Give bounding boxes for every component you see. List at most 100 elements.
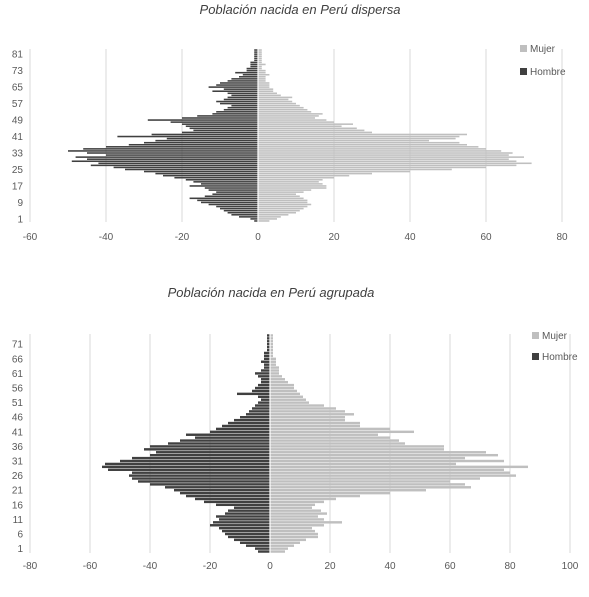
bar-hombre: [210, 430, 270, 434]
bar-hombre: [227, 92, 258, 95]
bar-mujer: [270, 334, 273, 337]
bar-hombre: [156, 451, 270, 454]
x-tick-label: -20: [203, 561, 218, 572]
bar-hombre: [132, 477, 270, 480]
bar-mujer: [258, 211, 296, 214]
bar-hombre: [182, 117, 258, 119]
bar-hombre: [213, 521, 270, 524]
y-tick-label: 11: [13, 515, 24, 526]
y-tick-label: 17: [12, 181, 24, 192]
y-tick-label: 36: [12, 442, 24, 453]
bar-hombre: [220, 207, 258, 210]
bar-mujer: [270, 489, 426, 492]
bar-mujer: [258, 141, 460, 144]
bar-hombre: [227, 106, 258, 109]
bar-hombre: [174, 176, 258, 179]
bar-hombre: [267, 337, 270, 340]
bar-hombre: [150, 445, 270, 448]
bar-mujer: [270, 500, 324, 504]
x-tick-label: -40: [143, 561, 158, 572]
bar-hombre: [210, 524, 270, 527]
bar-mujer: [270, 436, 390, 439]
bar-mujer: [270, 453, 498, 457]
bar-hombre: [227, 96, 258, 99]
bar-hombre: [250, 61, 258, 64]
x-tick-labels: -80 -60 -40 -20 0 20 40 60 80 100: [23, 561, 579, 572]
x-tick-label: 0: [255, 232, 261, 243]
bar-mujer: [258, 214, 289, 216]
bar-hombre: [201, 183, 258, 185]
y-tick-label: 73: [12, 66, 24, 77]
x-tick-label: 100: [562, 561, 579, 572]
grid: [29, 334, 571, 553]
bar-mujer: [258, 209, 300, 212]
bar-hombre: [182, 131, 258, 134]
bar-hombre: [227, 80, 258, 82]
bar-hombre: [240, 541, 270, 544]
bar-hombre: [254, 55, 258, 57]
bar-hombre: [261, 380, 270, 384]
bar-mujer: [258, 168, 452, 171]
chart-title: Población nacida en Perú dispersa: [200, 2, 401, 17]
bar-mujer: [270, 512, 327, 515]
bar-mujer: [258, 129, 365, 132]
bar-hombre: [228, 509, 270, 512]
bar-mujer: [258, 166, 486, 169]
bar-hombre: [264, 354, 270, 358]
bar-mujer: [258, 137, 456, 140]
bar-mujer: [258, 189, 312, 191]
legend-label-mujer: Mujer: [542, 331, 568, 342]
legend-swatch-mujer: [532, 332, 539, 339]
bar-mujer: [270, 418, 345, 422]
bar-hombre: [197, 115, 258, 117]
bar-hombre: [208, 189, 258, 191]
bar-mujer: [258, 78, 266, 80]
bar-hombre: [208, 86, 258, 88]
bar-hombre: [258, 401, 270, 404]
bar-hombre: [212, 113, 258, 115]
legend-swatch-hombre: [520, 68, 527, 75]
bar-hombre: [144, 141, 258, 144]
bar-mujer: [270, 535, 318, 539]
y-tick-label: 49: [12, 116, 24, 127]
bar-hombre: [117, 135, 259, 138]
bar-hombre: [197, 199, 258, 202]
y-tick-label: 25: [12, 165, 24, 176]
bar-mujer: [258, 51, 262, 53]
bar-hombre: [155, 139, 258, 142]
bar-hombre: [222, 529, 270, 533]
bar-mujer: [258, 86, 270, 88]
bar-hombre: [150, 483, 270, 486]
bar-hombre: [246, 69, 258, 72]
bar-mujer: [270, 547, 288, 550]
y-tick-label: 9: [17, 198, 23, 209]
y-tick-label: 6: [17, 530, 23, 541]
bar-hombre: [125, 168, 258, 171]
bar-hombre: [234, 506, 270, 509]
bar-mujer: [258, 69, 266, 72]
bar-hombre: [258, 395, 270, 398]
bar-mujer: [258, 90, 274, 92]
bar-hombre: [223, 108, 258, 111]
bar-hombre: [254, 59, 258, 62]
bar-mujer: [258, 121, 334, 123]
bar-mujer: [270, 392, 300, 396]
bar-mujer: [270, 357, 276, 361]
bar-mujer: [270, 465, 528, 469]
bar-mujer: [258, 220, 270, 222]
bar-hombre: [170, 121, 258, 123]
bar-hombre: [239, 76, 258, 78]
bar-mujer: [258, 162, 532, 165]
bar-hombre: [150, 453, 270, 457]
bar-mujer: [270, 421, 360, 425]
bar-mujer: [270, 494, 360, 498]
bar-mujer: [270, 529, 315, 533]
y-tick-label: 41: [12, 427, 24, 438]
bar-mujer: [258, 113, 323, 115]
y-tick-labels: 1 9 17 25 33 41 49 57 65 73 81: [12, 50, 24, 226]
bar-hombre: [219, 518, 270, 521]
bar-mujer: [270, 416, 345, 419]
x-tick-label: 20: [328, 232, 340, 243]
bar-mujer: [258, 98, 289, 101]
